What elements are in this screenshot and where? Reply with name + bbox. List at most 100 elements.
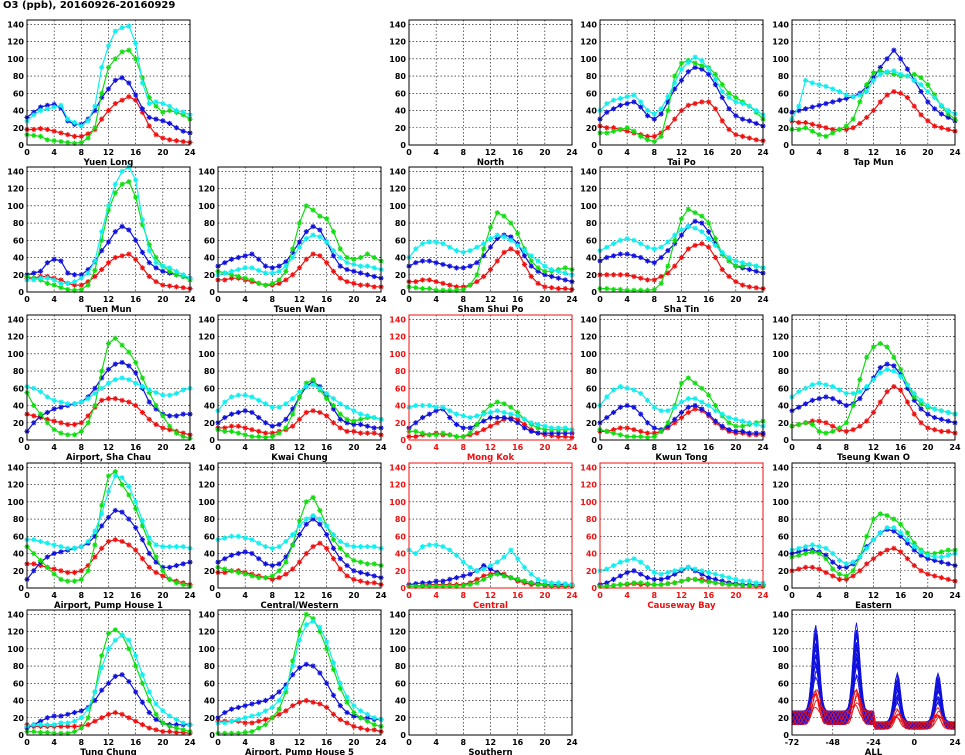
y-tick-label: 20 [395, 567, 407, 576]
data-point [262, 430, 269, 436]
data-point [644, 581, 651, 587]
y-tick-label: 80 [395, 72, 407, 81]
data-point [160, 413, 166, 419]
data-point [494, 399, 500, 405]
x-tick-label: 4 [51, 591, 57, 600]
data-point [330, 692, 337, 698]
data-point [481, 411, 487, 417]
x-tick-label: 12 [103, 738, 114, 747]
data-point [631, 253, 637, 259]
data-point [542, 581, 548, 588]
x-tick-label: 24 [757, 443, 769, 452]
data-point [133, 402, 139, 409]
y-tick-label: 0 [591, 584, 597, 593]
data-point [99, 511, 105, 517]
data-point [222, 709, 228, 716]
data-point [850, 573, 856, 579]
y-tick-label: 120 [198, 333, 215, 342]
data-point [453, 411, 460, 417]
data-point [870, 516, 877, 522]
data-point [481, 576, 487, 582]
data-point [249, 265, 255, 271]
data-point [850, 559, 856, 565]
data-point [481, 241, 487, 247]
data-point [358, 569, 364, 576]
data-point [692, 576, 698, 582]
data-point [78, 139, 84, 146]
data-point [487, 573, 494, 579]
data-point [651, 581, 657, 588]
y-tick-label: 60 [13, 236, 25, 245]
data-point [631, 287, 637, 293]
data-point [235, 430, 241, 436]
data-point [884, 56, 890, 62]
y-tick-label: 80 [395, 219, 407, 228]
data-point [685, 206, 691, 212]
data-point [242, 275, 248, 281]
data-point [119, 481, 125, 488]
data-point [65, 730, 71, 736]
data-point [337, 566, 343, 572]
data-point [665, 569, 671, 576]
data-point [746, 135, 753, 141]
x-tick-label: 24 [375, 591, 387, 600]
data-point [133, 506, 139, 512]
x-tick-label: 24 [375, 295, 387, 304]
data-point [494, 232, 500, 238]
data-point [467, 564, 473, 570]
station-label: Mong Kok [467, 453, 515, 463]
data-point [228, 428, 235, 434]
data-point [249, 728, 255, 735]
data-point [857, 396, 863, 402]
data-point [283, 277, 289, 283]
data-point [160, 263, 166, 269]
y-tick-label: 60 [395, 89, 407, 98]
data-point [58, 576, 64, 582]
data-point [133, 256, 139, 262]
station-label: Eastern [855, 601, 892, 611]
data-point [44, 722, 50, 728]
x-tick-label: 24 [566, 295, 578, 304]
data-point [733, 416, 739, 422]
y-tick-label: 120 [772, 628, 789, 637]
data-point [58, 549, 64, 555]
data-point [65, 569, 71, 576]
x-tick-label: 16 [703, 295, 715, 304]
x-tick-label: 4 [433, 738, 439, 747]
data-point [719, 266, 725, 273]
data-point [453, 265, 460, 271]
data-point [262, 420, 269, 426]
data-point [911, 77, 917, 83]
x-tick-label: 12 [485, 591, 496, 600]
data-point [419, 402, 426, 409]
data-point [706, 402, 712, 409]
data-point [256, 556, 262, 562]
y-tick-label: 40 [13, 254, 25, 263]
data-point [146, 399, 152, 405]
data-point [631, 404, 637, 410]
data-point [830, 550, 836, 557]
data-point [474, 244, 480, 250]
data-point [802, 125, 809, 131]
data-point [173, 413, 180, 419]
data-point [610, 272, 617, 278]
data-point [99, 397, 105, 403]
data-point [262, 722, 269, 728]
data-point [521, 425, 528, 431]
series-line [218, 620, 382, 724]
y-tick-label: 60 [395, 679, 407, 688]
data-point [85, 135, 91, 141]
data-point [310, 232, 316, 238]
x-tick-label: 12 [485, 148, 496, 157]
y-tick-label: 100 [580, 55, 597, 64]
data-point [843, 420, 849, 426]
station-label: Tai Po [667, 158, 696, 168]
data-point [112, 77, 118, 83]
data-point [58, 280, 64, 286]
x-tick-label: 4 [51, 443, 57, 452]
data-point [528, 580, 534, 586]
data-point [112, 254, 118, 261]
